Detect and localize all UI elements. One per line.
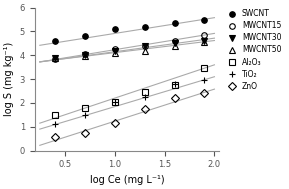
Legend: SWCNT, MWCNT15, MWCNT30, MWCNT50, Al₂O₃, TiO₂, ZnO: SWCNT, MWCNT15, MWCNT30, MWCNT50, Al₂O₃,… — [221, 6, 284, 94]
X-axis label: log Ce (mg L⁻¹): log Ce (mg L⁻¹) — [90, 175, 164, 185]
Y-axis label: log S (mg kg⁻¹): log S (mg kg⁻¹) — [4, 42, 14, 116]
